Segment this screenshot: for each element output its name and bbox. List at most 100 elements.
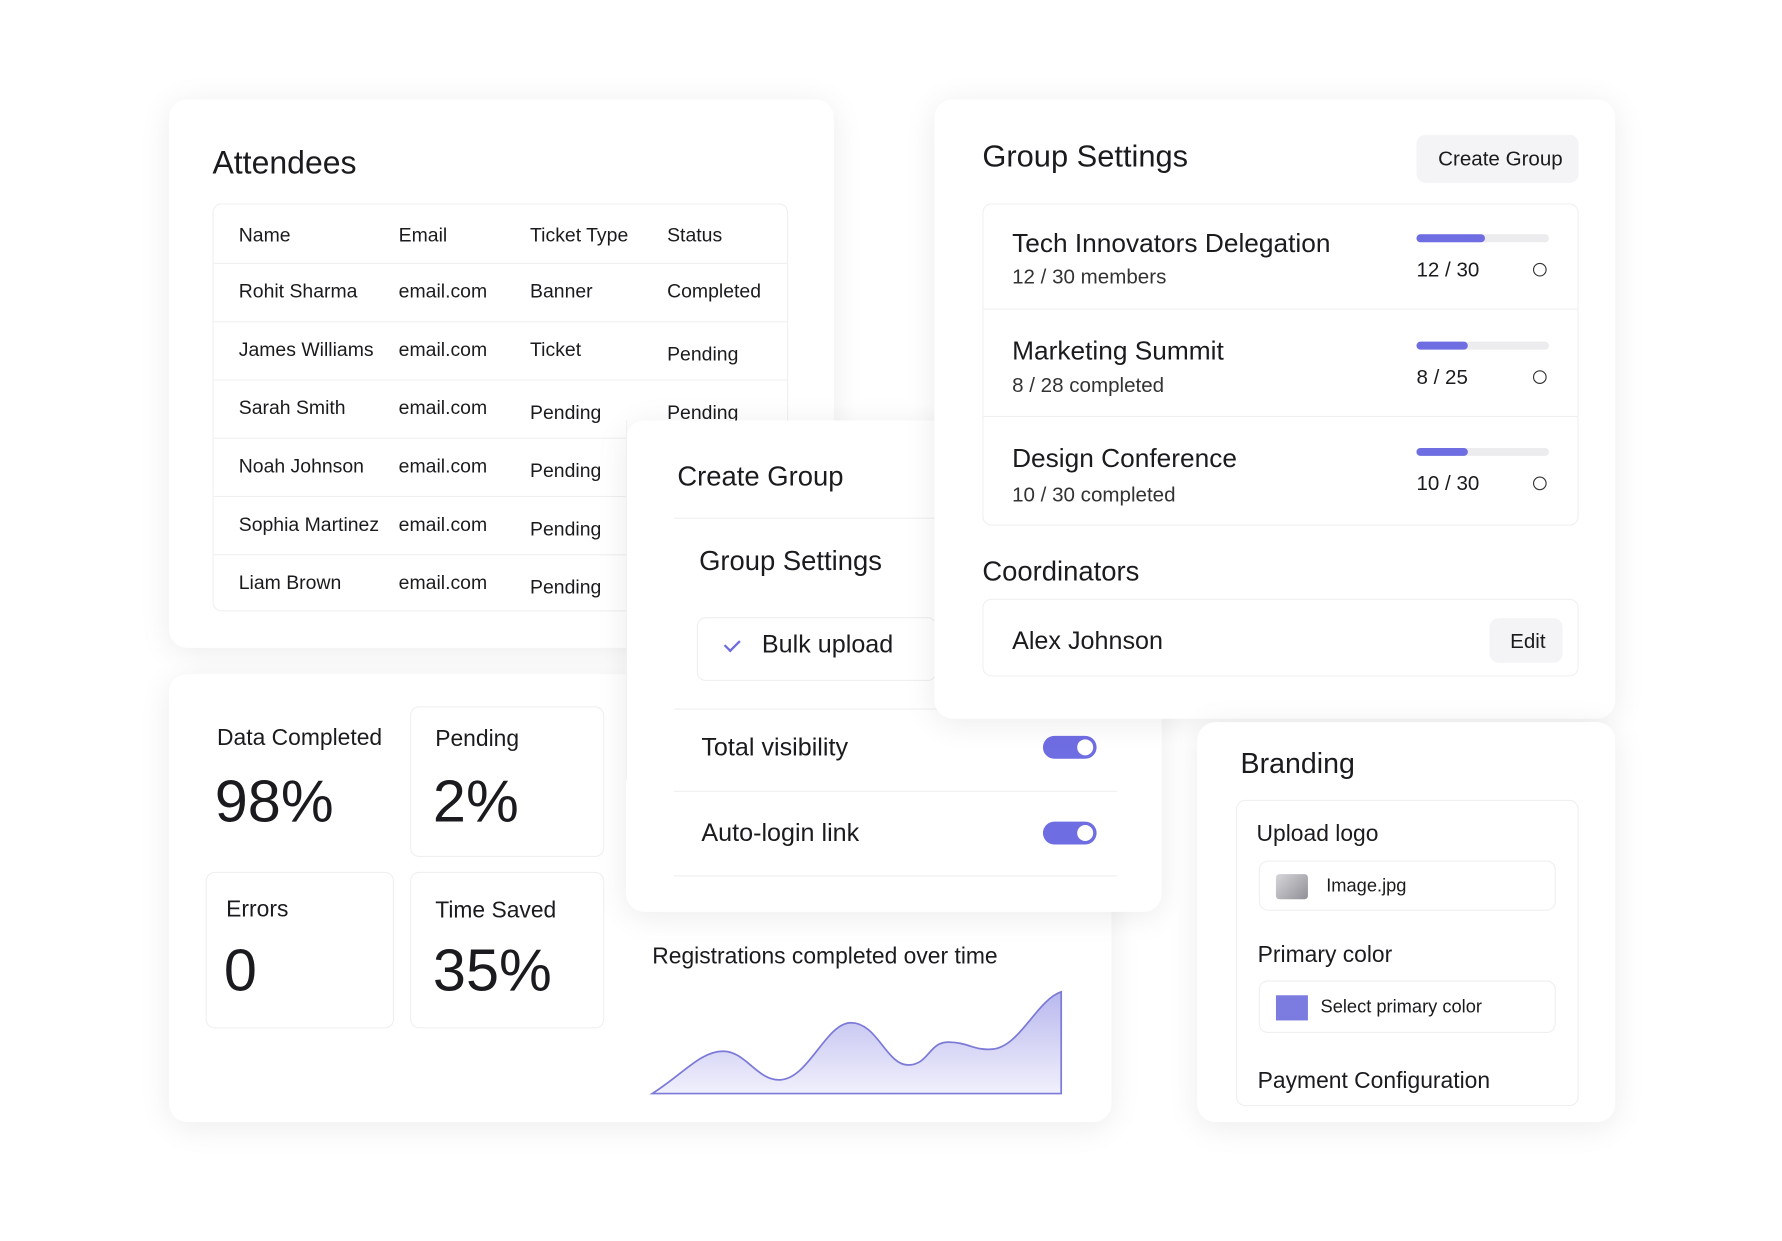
- column-header: Ticket Type: [530, 224, 629, 247]
- stat-value: 0: [223, 938, 257, 1005]
- divider: [673, 708, 1118, 710]
- progress-fill: [1416, 447, 1468, 456]
- card-title: Branding: [1240, 747, 1355, 780]
- stat-box: [410, 706, 605, 858]
- color-select[interactable]: Select primary color: [1258, 980, 1556, 1034]
- group-settings-card: Group Settings Create Group Tech Innovator…: [934, 99, 1616, 719]
- coordinator-name: Alex Johnson: [1012, 626, 1163, 655]
- stat-label: Data Completed: [217, 725, 383, 751]
- help-icon[interactable]: [1532, 476, 1547, 491]
- row-divider: [213, 437, 788, 439]
- progress-fill: [1416, 234, 1485, 243]
- cell: Pending: [667, 343, 739, 366]
- button-label: Create Group: [1438, 147, 1563, 171]
- stat-label: Errors: [226, 897, 289, 923]
- section-border: [625, 420, 628, 781]
- area-chart: [649, 990, 1063, 1095]
- group-detail: 8 / 28 completed: [1012, 373, 1165, 397]
- progress-bar: [1416, 234, 1549, 243]
- group-detail: 12 / 30 members: [1012, 265, 1167, 288]
- field-label: Upload logo: [1256, 821, 1379, 847]
- progress-fill: [1416, 341, 1468, 350]
- column-header: Email: [398, 224, 448, 247]
- toggle[interactable]: [1042, 735, 1097, 759]
- toggle-label: Auto-login link: [701, 818, 860, 847]
- row-divider: [213, 495, 788, 498]
- cell: Liam Brown: [238, 571, 342, 594]
- cell: email.com: [398, 513, 488, 536]
- column-header: Status: [667, 224, 723, 247]
- group-count: 12 / 30: [1416, 258, 1480, 282]
- group-name: Design Conference: [1012, 442, 1238, 473]
- divider: [673, 517, 937, 519]
- color-select-label: Select primary color: [1320, 997, 1482, 1018]
- toggle-label: Total visibility: [701, 732, 849, 762]
- cell: Pending: [667, 401, 739, 424]
- chart-title: Registrations completed over time: [652, 943, 998, 970]
- cell: email.com: [398, 455, 488, 478]
- cell: email.com: [398, 338, 488, 361]
- cell: James Williams: [238, 338, 374, 361]
- field-label: Primary color: [1257, 942, 1393, 968]
- row-divider: [213, 262, 788, 264]
- cell: Noah Johnson: [238, 455, 364, 478]
- card-title: Attendees: [212, 145, 357, 181]
- toggle-knob: [1077, 739, 1094, 756]
- attendees-card: Attendees Name Email Ticket Type Status Rohit…: [169, 99, 834, 648]
- file-input[interactable]: Image.jpg: [1258, 860, 1556, 911]
- stat-value: 35%: [432, 938, 552, 1005]
- check-icon: [723, 635, 741, 653]
- bulk-upload[interactable]: Bulk upload: [696, 617, 937, 682]
- progress-bar: [1416, 341, 1549, 350]
- cell: Completed: [667, 280, 762, 303]
- cell: email.com: [398, 571, 488, 594]
- stat-label: Pending: [435, 726, 520, 752]
- create-group-button[interactable]: Create Group: [1416, 134, 1579, 183]
- cell: Sarah Smith: [238, 397, 346, 419]
- group-count: 8 / 25: [1416, 365, 1468, 389]
- color-swatch: [1275, 995, 1308, 1021]
- row-divider: [213, 379, 788, 381]
- coordinator-box: [982, 598, 1579, 677]
- section-title: Group Settings: [699, 546, 882, 578]
- stat-box: [205, 871, 395, 1029]
- cell: email.com: [398, 280, 488, 303]
- divider: [983, 308, 1578, 310]
- area: [649, 990, 1063, 1095]
- bulk-upload-label: Bulk upload: [761, 629, 894, 659]
- section-title: Coordinators: [982, 556, 1140, 588]
- help-icon[interactable]: [1532, 262, 1547, 277]
- group-detail: 10 / 30 completed: [1012, 483, 1176, 507]
- divider: [983, 415, 1578, 418]
- cell: Ticket: [530, 338, 582, 361]
- card-title: Group Settings: [982, 138, 1189, 174]
- card-title: Create Group: [677, 461, 844, 493]
- stat-value: 2%: [432, 769, 519, 836]
- cell: email.com: [398, 397, 488, 419]
- branding-box: [1235, 799, 1579, 1107]
- edit-button[interactable]: Edit: [1489, 618, 1563, 663]
- cell: Pending: [530, 518, 602, 540]
- branding-card: Branding Upload logo Image.jpg Primary colo…: [1197, 722, 1616, 1123]
- table: [212, 203, 789, 612]
- file-icon: [1275, 874, 1308, 900]
- progress-bar: [1416, 447, 1549, 456]
- row-divider: [213, 321, 788, 323]
- cell: Rohit Sharma: [238, 280, 358, 303]
- stat-label: Time Saved: [435, 898, 557, 924]
- groups-box: [982, 203, 1579, 526]
- toggle-knob: [1077, 825, 1094, 842]
- field-label: Payment Configuration: [1257, 1068, 1491, 1094]
- cell: Pending: [530, 459, 602, 482]
- toggle[interactable]: [1042, 821, 1097, 845]
- divider: [673, 790, 1118, 792]
- group-count: 10 / 30: [1416, 471, 1480, 495]
- cell: Pending: [530, 401, 602, 424]
- help-icon[interactable]: [1532, 370, 1547, 384]
- group-name: Tech Innovators Delegation: [1012, 227, 1331, 258]
- stat-box: [410, 871, 605, 1029]
- cell: Banner: [530, 280, 593, 303]
- row-divider: [213, 554, 788, 556]
- divider: [673, 875, 1118, 877]
